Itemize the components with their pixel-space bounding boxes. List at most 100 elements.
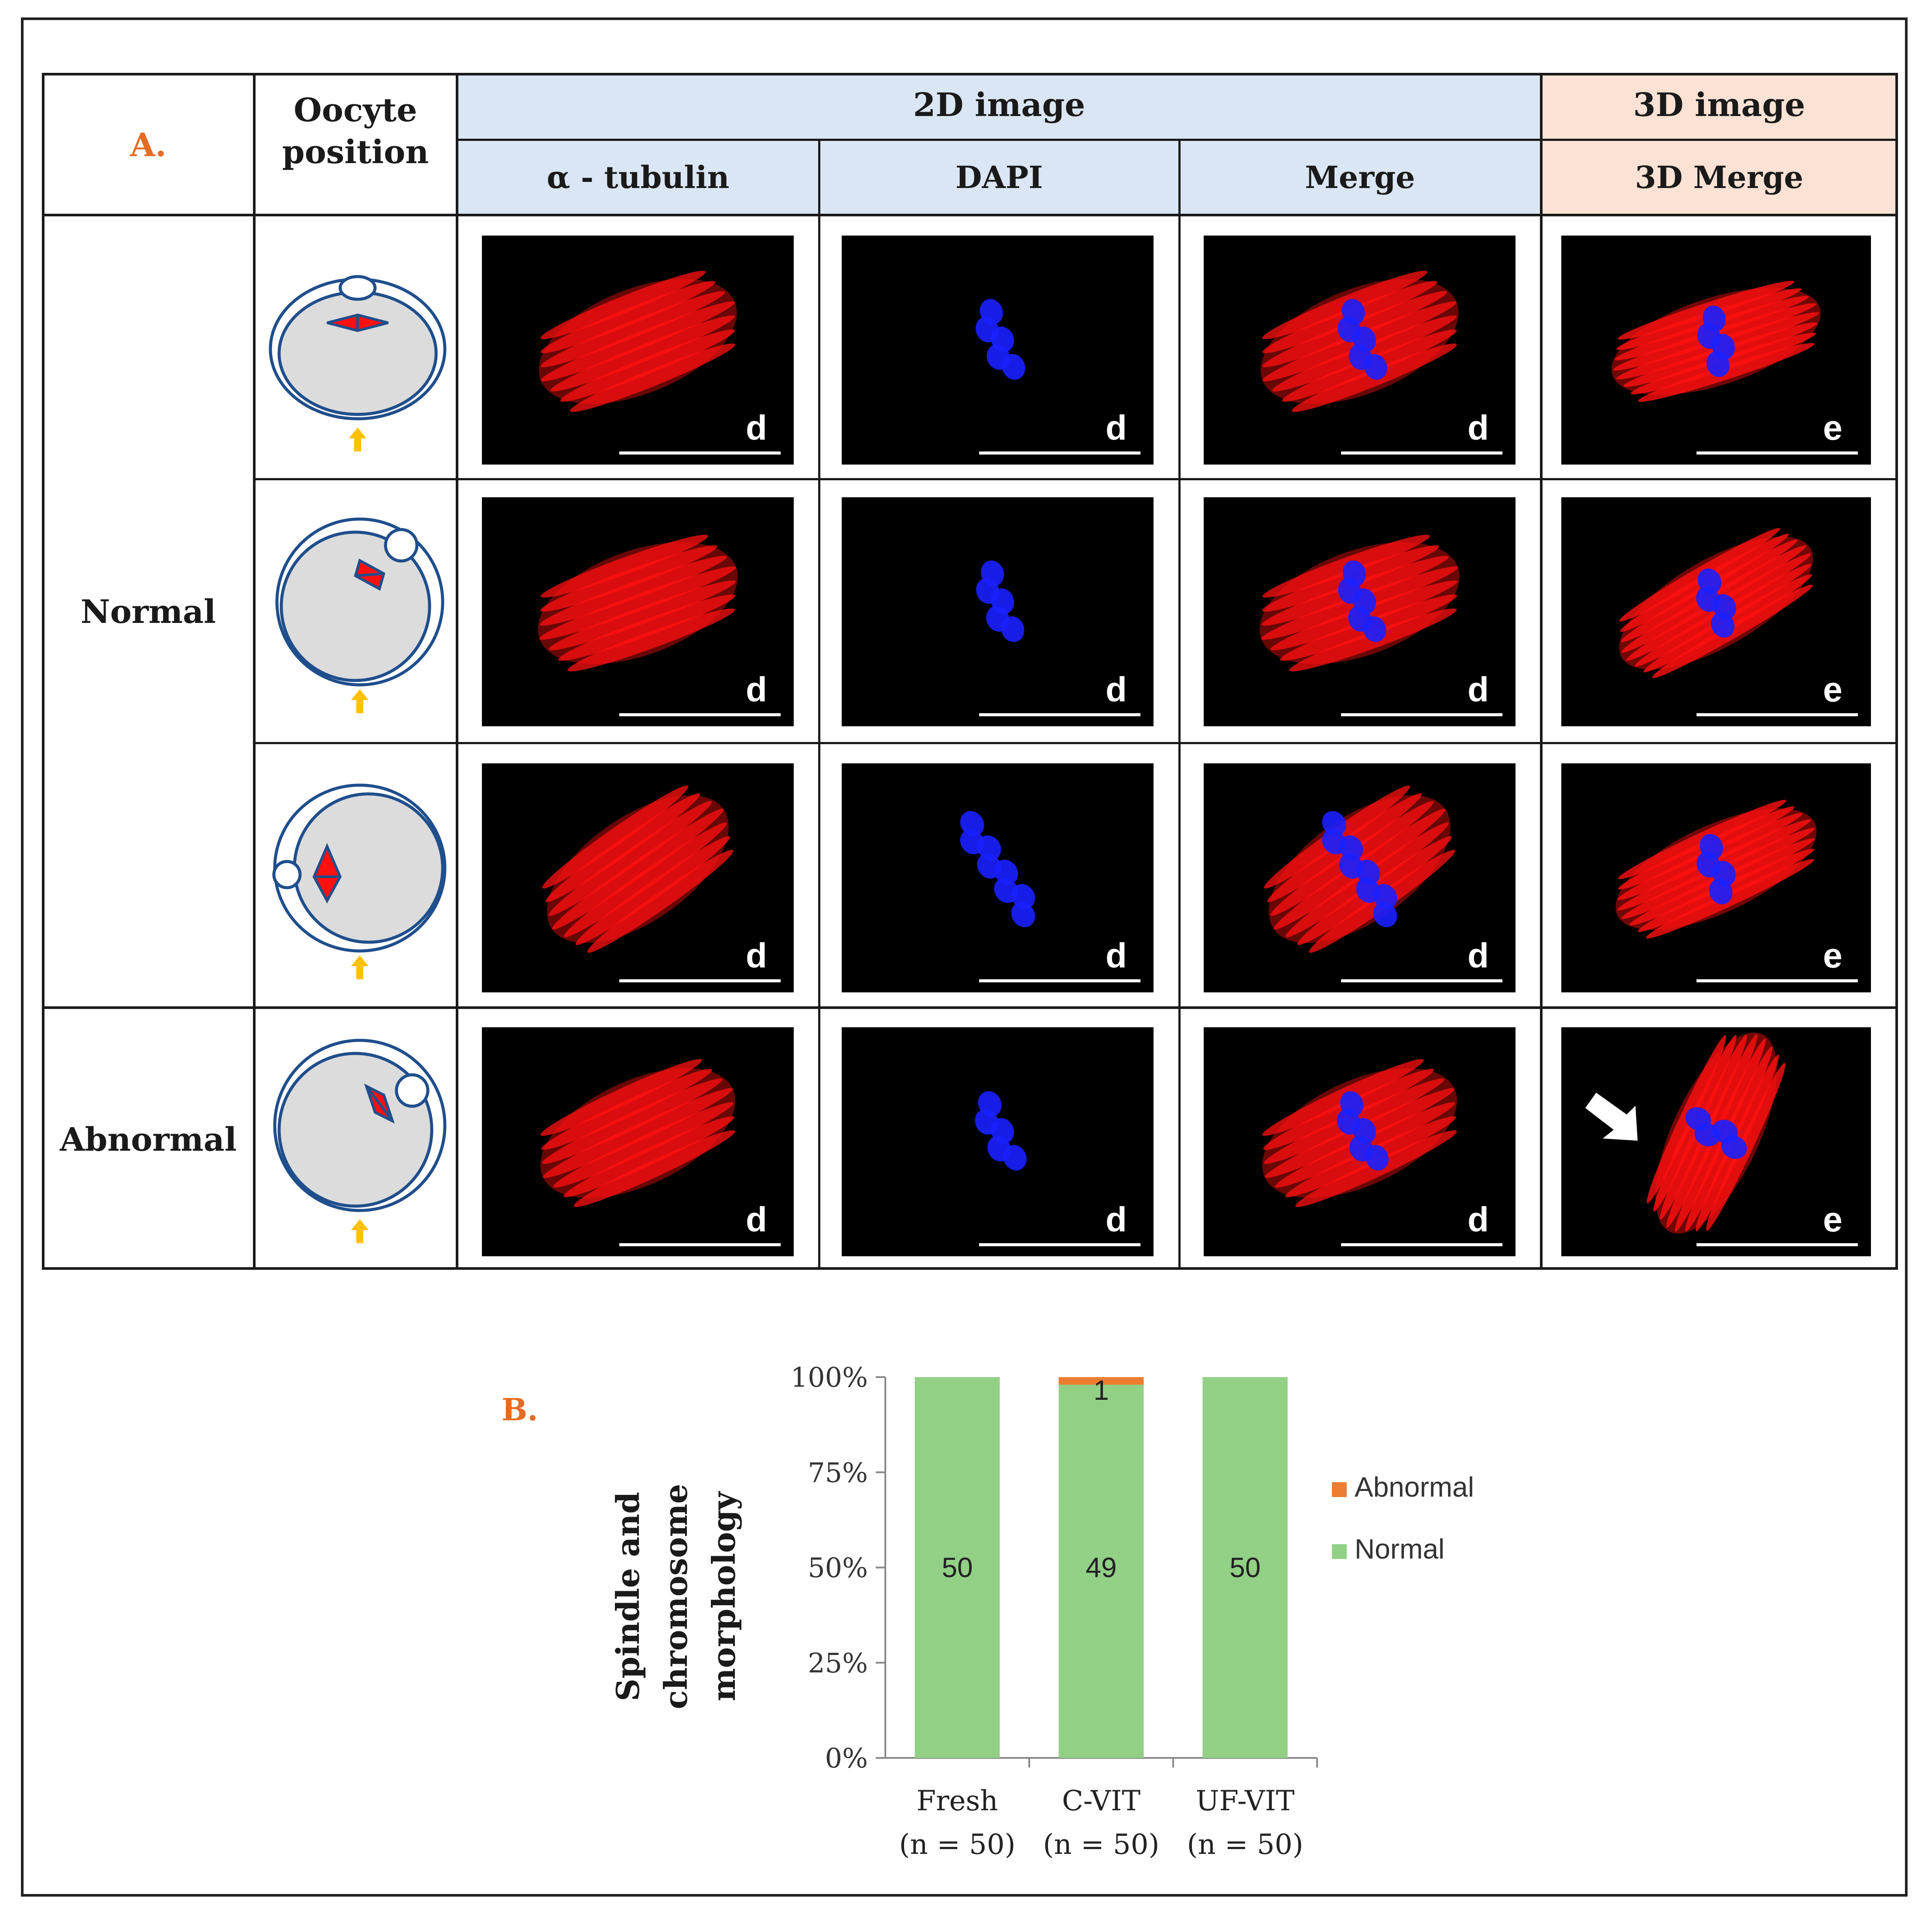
row-normal-label: Normal <box>80 593 216 631</box>
scale-bar <box>1696 1243 1858 1246</box>
grid-line <box>1895 73 1898 1270</box>
micrograph-r1-tub: d <box>482 236 794 465</box>
scale-letter: d <box>1468 670 1489 709</box>
grid-line <box>253 73 256 1270</box>
x-tick-label: Fresh <box>917 1785 998 1817</box>
row-abnormal-label: Abnormal <box>60 1121 237 1159</box>
bar-normal <box>915 1377 1000 1758</box>
x-tick-label: (n = 50) <box>1187 1829 1304 1861</box>
y-tick-label: 75% <box>808 1456 868 1488</box>
grid-line <box>457 139 1898 141</box>
figure-frame <box>21 17 1908 1897</box>
bar-normal <box>1058 1385 1144 1758</box>
3d-merge-header: 3D Merge <box>1635 159 1804 195</box>
panel-b-label: B. <box>502 1391 538 1428</box>
grid-line <box>254 478 1898 480</box>
oocyte-diagram-right <box>275 517 444 713</box>
micrograph-image-r2-3d <box>1619 528 1813 678</box>
scale-letter: d <box>1106 670 1127 709</box>
scale-letter: d <box>1468 936 1489 975</box>
grid-line <box>1178 139 1181 1270</box>
scale-letter: d <box>746 1200 767 1239</box>
scale-bar <box>1341 979 1502 982</box>
scale-bar <box>979 979 1140 982</box>
y-tick-label: 25% <box>808 1647 868 1679</box>
micrograph-r2-merge: d <box>1204 497 1516 726</box>
scale-bar <box>619 1243 781 1246</box>
micrograph-r1-merge: d <box>1204 236 1516 465</box>
micrograph-image-r3-dapi <box>960 811 1035 927</box>
scale-bar <box>619 979 781 982</box>
data-label: 50 <box>1229 1552 1260 1583</box>
micrograph-r3-tub: d <box>482 763 794 992</box>
micrograph-r4-merge: d <box>1204 1027 1516 1256</box>
legend-label-normal: Normal <box>1355 1533 1445 1565</box>
data-label: 1 <box>1093 1374 1109 1406</box>
micrograph-image-r1-3d <box>1611 280 1821 402</box>
data-label: 50 <box>942 1552 973 1583</box>
scale-letter: d <box>746 670 767 709</box>
oocyte-diagram-top <box>269 275 447 451</box>
micrograph-image-r2-dapi <box>976 560 1024 642</box>
micrograph-r2-dapi: d <box>842 497 1154 726</box>
legend-swatch-normal <box>1332 1544 1347 1559</box>
micrograph-image-r1-merge <box>1260 270 1459 412</box>
subheader-2d-bg <box>457 140 1541 215</box>
legend-label-abnormal: Abnormal <box>1355 1471 1474 1503</box>
micrograph-r2-tub: d <box>482 497 794 726</box>
micrograph-image-r4-tub <box>540 1059 735 1207</box>
grid-line <box>456 73 458 1270</box>
scale-bar <box>979 451 1140 455</box>
micrograph-r1-3d: e <box>1561 236 1871 465</box>
grid-line <box>42 1267 1898 1270</box>
micrograph-image-r1-tub <box>539 270 737 412</box>
y-tick-label: 0% <box>825 1742 868 1774</box>
2d-image-header: 2D image <box>913 86 1085 124</box>
scale-bar <box>979 1243 1140 1246</box>
scale-letter: e <box>1823 1200 1843 1239</box>
x-tick-label: (n = 50) <box>1043 1829 1160 1861</box>
scale-letter: d <box>1468 1200 1489 1239</box>
scale-bar <box>1696 713 1858 716</box>
3d-image-header: 3D image <box>1633 86 1806 124</box>
grid-line <box>1540 73 1543 1270</box>
micrograph-image-r2-tub <box>538 534 738 672</box>
bar-abnormal <box>1058 1377 1144 1385</box>
scale-bar <box>1341 713 1502 716</box>
bar-normal <box>1202 1377 1288 1758</box>
oocyte-diagram-left <box>272 783 447 979</box>
x-tick-label: UF-VIT <box>1196 1785 1295 1817</box>
grid-line <box>42 1006 1898 1009</box>
scale-letter: d <box>746 936 767 975</box>
scale-letter: e <box>1823 670 1843 709</box>
scale-bar <box>1696 451 1858 455</box>
x-tick-label: C-VIT <box>1062 1785 1140 1817</box>
scale-bar <box>619 451 781 455</box>
scale-bar <box>1341 451 1502 455</box>
scale-letter: e <box>1823 408 1843 447</box>
scale-bar <box>619 713 781 716</box>
panel-a-label: A. <box>130 126 167 164</box>
legend-swatch-abnormal <box>1332 1482 1347 1497</box>
micrograph-r4-3d: e <box>1561 1027 1871 1256</box>
micrograph-r3-3d: e <box>1561 763 1871 992</box>
micrograph-image-r4-merge <box>1262 1059 1457 1207</box>
micrograph-image-r3-3d <box>1615 800 1817 939</box>
micrograph-r3-merge: d <box>1204 763 1516 992</box>
header-2d-bg <box>457 74 1541 140</box>
scale-letter: d <box>1468 408 1489 447</box>
y-tick-label: 100% <box>791 1361 868 1393</box>
arrow-icon <box>1585 1093 1638 1141</box>
grid-line <box>42 73 1898 75</box>
scale-bar <box>1341 1243 1502 1246</box>
micrograph-image-r4-3d <box>1585 1033 1785 1234</box>
micrograph-image-r3-tub <box>542 785 734 953</box>
header-3d-bg <box>1541 74 1897 140</box>
grid-line <box>42 73 44 1270</box>
oocyte-position-header: Oocyte position <box>282 92 429 171</box>
scale-bar <box>1696 979 1858 982</box>
micrograph-image-r1-dapi <box>976 299 1025 380</box>
oocyte-diagram-abnormal <box>273 1039 447 1243</box>
scale-letter: d <box>1106 408 1127 447</box>
